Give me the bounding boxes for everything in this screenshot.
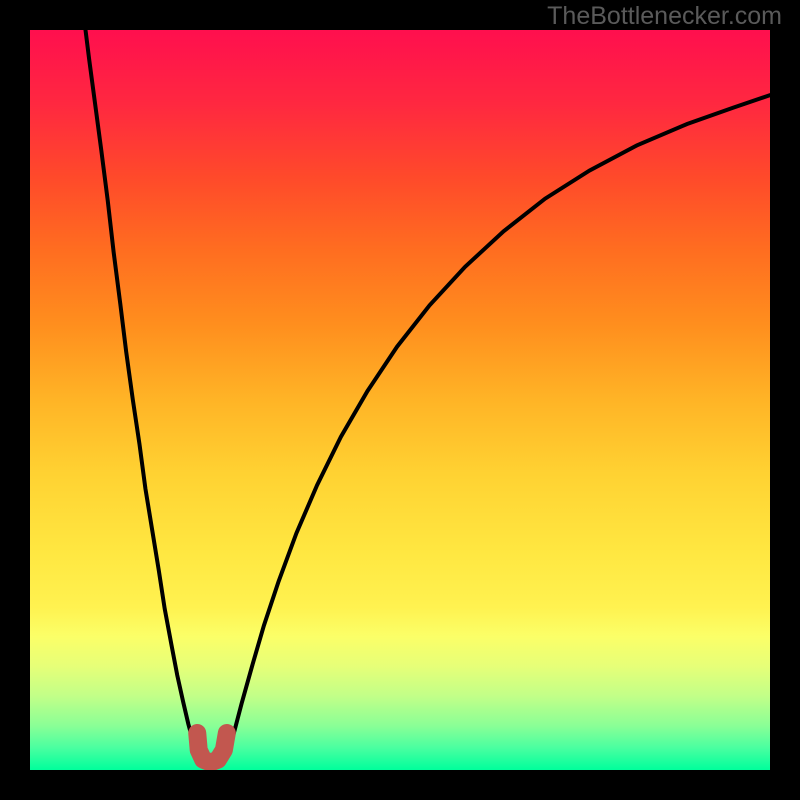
chart-container: TheBottlenecker.com — [0, 0, 800, 800]
bottleneck-chart — [30, 30, 770, 770]
watermark-text: TheBottlenecker.com — [547, 2, 782, 31]
gradient-background — [30, 30, 770, 770]
plot-area — [30, 30, 770, 770]
